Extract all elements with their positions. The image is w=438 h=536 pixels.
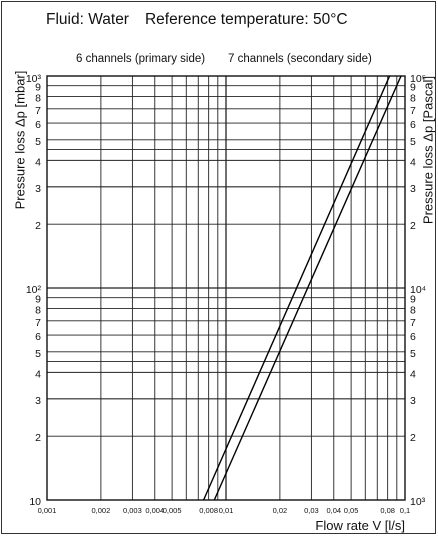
y-tick-label-left: 4 bbox=[35, 156, 41, 168]
y-tick-label-left: 8 bbox=[35, 305, 41, 317]
y-tick-label-left: 10³ bbox=[26, 73, 42, 85]
y-tick-label-left: 2 bbox=[35, 220, 41, 232]
series-line-0 bbox=[202, 75, 391, 501]
y-tick-label-right: 6 bbox=[410, 119, 416, 131]
y-tick-label-right: 10⁴ bbox=[410, 284, 426, 296]
y-tick-label-left: 5 bbox=[35, 348, 41, 360]
y-tick-label-right: 8 bbox=[410, 305, 416, 317]
y-tick-label-left: 6 bbox=[35, 119, 41, 131]
x-tick-label: 0,003 bbox=[123, 506, 142, 515]
y-tick-label-right: 5 bbox=[410, 136, 416, 148]
y-tick-label-left: 7 bbox=[35, 105, 41, 117]
x-tick-label: 0,004 bbox=[145, 506, 164, 515]
y-tick-label-right: 5 bbox=[410, 348, 416, 360]
y-tick-label-left: 7 bbox=[35, 317, 41, 329]
y-tick-label-right: 3 bbox=[410, 395, 416, 407]
y-tick-label-left: 4 bbox=[35, 368, 41, 380]
chart-subtitle: Reference temperature: 50°C bbox=[144, 11, 348, 28]
x-tick-label: 0,008 bbox=[199, 506, 218, 515]
y-tick-label-left: 9 bbox=[35, 82, 41, 94]
plot-area-border bbox=[46, 75, 406, 501]
y-axis-label-right: Pressure loss Δp [Pascal] bbox=[420, 75, 436, 225]
x-tick-label: 0,01 bbox=[219, 506, 234, 515]
y-tick-label-left: 2 bbox=[35, 432, 41, 444]
y-tick-label-right: 7 bbox=[410, 317, 416, 329]
y-tick-label-left: 8 bbox=[35, 93, 41, 105]
x-axis-label: Flow rate V [l/s] bbox=[315, 518, 405, 533]
y-tick-label-left: 9 bbox=[35, 294, 41, 306]
chart-header: Fluid: Water Reference temperature: 50°C bbox=[46, 11, 348, 29]
y-tick-label-right: 2 bbox=[410, 432, 416, 444]
x-tick-label: 0,005 bbox=[163, 506, 182, 515]
x-tick-label: 0,03 bbox=[304, 506, 319, 515]
series-label-primary: 6 channels (primary side) bbox=[76, 53, 206, 65]
y-tick-label-left: 10 bbox=[29, 496, 41, 508]
y-tick-label-right: 9 bbox=[410, 294, 416, 306]
x-tick-label: 0,08 bbox=[380, 506, 395, 515]
y-tick-label-left: 10² bbox=[26, 284, 42, 296]
y-tick-label-right: 8 bbox=[410, 93, 416, 105]
y-tick-label-right: 10³ bbox=[410, 496, 426, 508]
y-tick-label-right: 2 bbox=[410, 220, 416, 232]
series-line-1 bbox=[213, 75, 402, 501]
y-axis-label-left: Pressure loss Δp [mbar] bbox=[12, 70, 28, 210]
y-tick-label-right: 9 bbox=[410, 82, 416, 94]
y-tick-label-right: 7 bbox=[410, 105, 416, 117]
y-tick-label-left: 6 bbox=[35, 331, 41, 343]
x-tick-label: 0,002 bbox=[91, 506, 110, 515]
y-tick-label-right: 4 bbox=[410, 368, 416, 380]
y-tick-label-left: 3 bbox=[35, 183, 41, 195]
x-tick-label: 0,04 bbox=[326, 506, 341, 515]
y-tick-label-left: 5 bbox=[35, 136, 41, 148]
y-tick-label-right: 6 bbox=[410, 331, 416, 343]
x-tick-label: 0,1 bbox=[400, 506, 410, 515]
y-tick-label-right: 3 bbox=[410, 183, 416, 195]
y-tick-label-right: 10⁵ bbox=[410, 73, 426, 85]
chart-title: Fluid: Water bbox=[46, 11, 129, 28]
y-tick-label-left: 3 bbox=[35, 395, 41, 407]
series-label-secondary: 7 channels (secondary side) bbox=[228, 53, 372, 65]
x-tick-label: 0,05 bbox=[344, 506, 359, 515]
x-tick-label: 0,001 bbox=[38, 506, 57, 515]
x-tick-label: 0,02 bbox=[273, 506, 288, 515]
y-tick-label-right: 4 bbox=[410, 156, 416, 168]
